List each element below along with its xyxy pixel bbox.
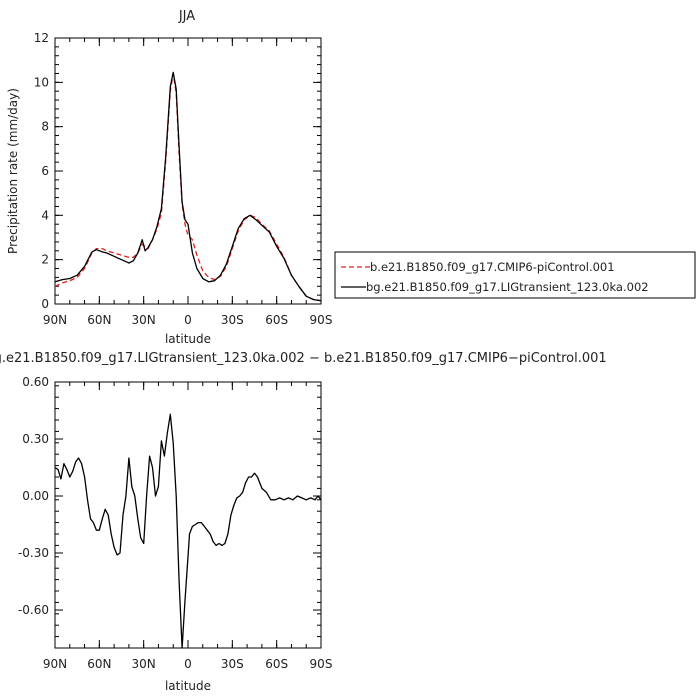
precip-x-tick-label: 60N (87, 313, 111, 327)
legend: b.e21.B1850.f09_g17.CMIP6-piControl.001 … (334, 251, 696, 299)
precip-x-tick-label: 0 (184, 313, 192, 327)
legend-box (334, 251, 696, 299)
difference-series-lines (54, 413, 322, 649)
precip-y-tick-label: 2 (41, 253, 49, 267)
difference-x-tick-label: 60S (265, 657, 288, 671)
precip-chart-title: JJA (178, 9, 195, 24)
difference-x-axis: 90N 60N 30N 0 30S 60S 90S (43, 382, 333, 671)
precip-y-tick-label: 12 (34, 31, 49, 45)
difference-y-tick-label: -0.30 (18, 546, 49, 560)
precip-x-axis: 90N 60N 30N 0 30S 60S 90S (43, 38, 333, 327)
difference-y-tick-label: -0.60 (18, 603, 49, 617)
difference-x-axis-label: latitude (165, 679, 211, 693)
precip-series-line-0 (54, 72, 322, 302)
difference-plot-frame (54, 381, 322, 649)
precip-y-axis: 0 2 4 6 8 10 12 (34, 31, 321, 311)
precip-x-tick-label: 30N (132, 313, 156, 327)
precip-x-tick-label: 90S (310, 313, 333, 327)
difference-y-tick-label: 0.30 (22, 432, 49, 446)
difference-x-tick-label: 90S (310, 657, 333, 671)
difference-series-line-0 (54, 413, 322, 649)
legend-label-lig: bg.e21.B1850.f09_g17.LIGtransient_123.0k… (366, 280, 649, 294)
precip-y-tick-label: 0 (41, 297, 49, 311)
difference-x-tick-label: 30S (221, 657, 244, 671)
precip-y-tick-label: 4 (41, 208, 49, 222)
difference-panel: bg.e21.B1850.f09_g17.LIGtransient_123.0k… (0, 351, 607, 693)
precip-series-line-1 (54, 71, 322, 302)
difference-x-tick-label: 90N (43, 657, 67, 671)
difference-y-axis: 0.60 0.30 0.00 -0.30 -0.60 (18, 375, 321, 649)
precip-y-tick-label: 6 (41, 164, 49, 178)
precip-x-tick-label: 60S (265, 313, 288, 327)
precip-x-tick-label: 30S (221, 313, 244, 327)
precip-y-tick-label: 8 (41, 120, 49, 134)
difference-chart-title: bg.e21.B1850.f09_g17.LIGtransient_123.0k… (0, 351, 607, 366)
precip-panel: JJA 90N 60N 30N 0 30S 60S 90S 0 2 4 6 8 10 12 latitu… (6, 9, 332, 346)
difference-x-tick-label: 30N (132, 657, 156, 671)
difference-y-tick-label: 0.60 (22, 375, 49, 389)
legend-label-control: b.e21.B1850.f09_g17.CMIP6-piControl.001 (370, 260, 615, 274)
precip-y-axis-label: Precipitation rate (mm/day) (6, 88, 20, 254)
precip-series-lines (54, 71, 322, 302)
difference-x-tick-label: 0 (184, 657, 192, 671)
precip-y-tick-label: 10 (34, 75, 49, 89)
precip-x-axis-label: latitude (165, 332, 211, 346)
difference-x-tick-label: 60N (87, 657, 111, 671)
precip-plot-frame (54, 37, 322, 305)
precip-x-tick-label: 90N (43, 313, 67, 327)
difference-y-tick-label: 0.00 (22, 489, 49, 503)
